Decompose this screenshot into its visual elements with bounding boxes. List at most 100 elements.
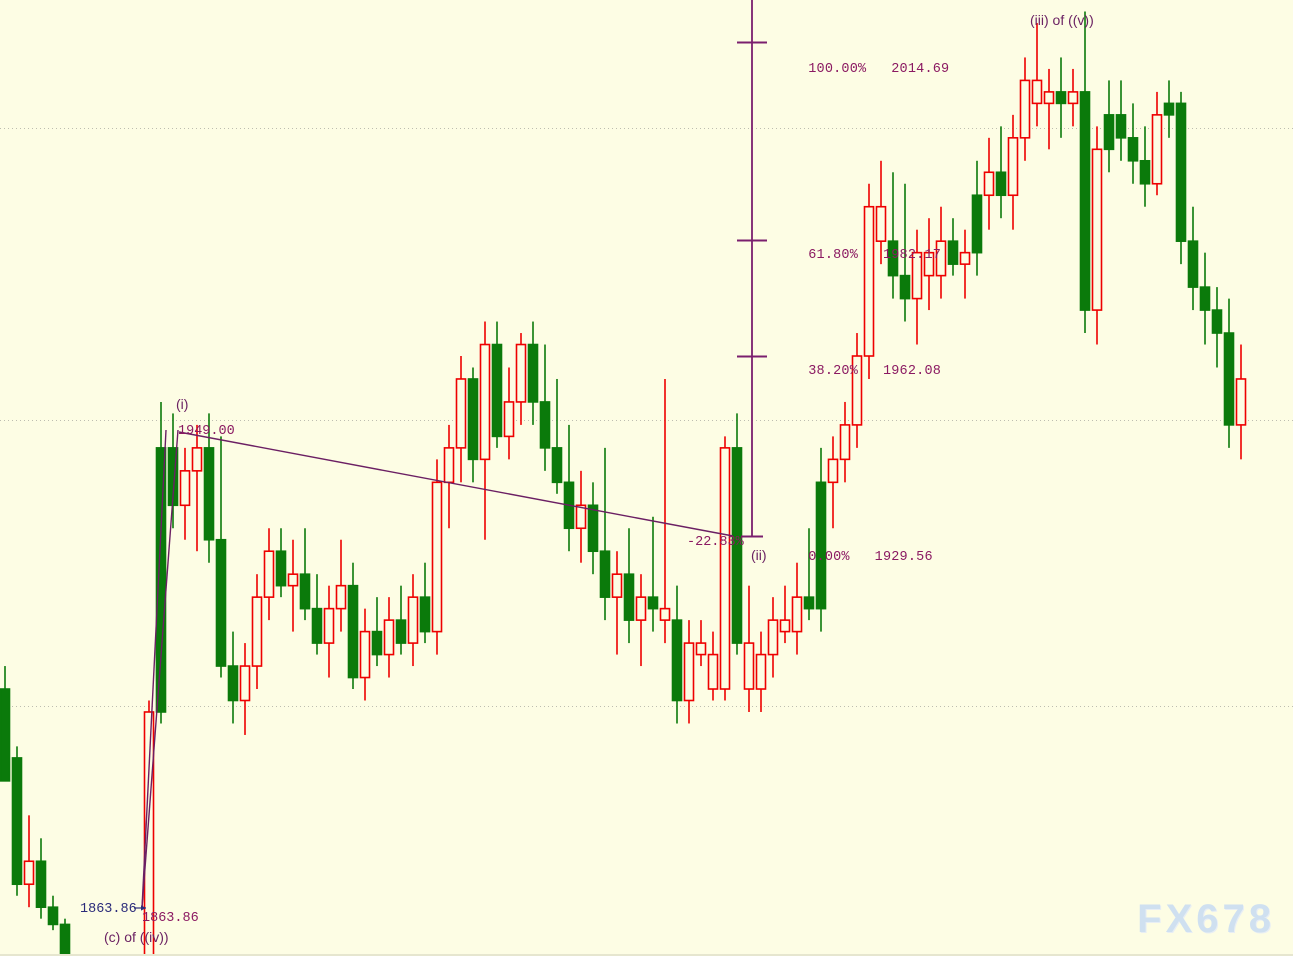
candle-body xyxy=(1175,102,1187,242)
candle-body xyxy=(539,401,551,449)
candle xyxy=(47,895,59,931)
candle xyxy=(479,321,491,540)
candle-body xyxy=(1067,91,1079,105)
candle xyxy=(359,608,371,701)
elliott-wave-trendlines xyxy=(141,429,734,909)
candle-body xyxy=(299,573,311,610)
candle-body xyxy=(251,596,263,667)
candle xyxy=(575,470,587,563)
candle-body xyxy=(551,447,563,484)
candle xyxy=(911,229,923,345)
candle xyxy=(1235,344,1247,460)
candle xyxy=(1079,11,1091,334)
candle-body xyxy=(1139,159,1151,185)
candle-body xyxy=(767,619,779,656)
candle xyxy=(995,126,1007,219)
candle-body xyxy=(1199,286,1211,311)
candle-body xyxy=(755,653,767,690)
candle xyxy=(227,631,239,724)
candle-body xyxy=(371,630,383,656)
candle xyxy=(1091,126,1103,345)
candle xyxy=(1187,206,1199,311)
candle-body xyxy=(887,240,899,277)
candle xyxy=(527,321,539,425)
candle xyxy=(299,528,311,621)
candle xyxy=(899,183,911,322)
candle-body xyxy=(515,343,527,403)
candlestick-series xyxy=(0,11,1247,956)
candle xyxy=(1031,22,1043,127)
candle xyxy=(563,424,575,552)
candle-body xyxy=(935,240,947,277)
candle xyxy=(155,401,167,724)
candle-body xyxy=(599,550,611,598)
candle-body xyxy=(431,481,443,633)
candle xyxy=(671,585,683,724)
bottom-divider xyxy=(0,954,1293,956)
candle xyxy=(1211,287,1223,368)
candle-body xyxy=(407,596,419,644)
candle-body xyxy=(803,596,815,610)
candle xyxy=(791,562,803,655)
candle xyxy=(335,539,347,632)
candle-body xyxy=(323,607,335,644)
candle xyxy=(491,321,503,448)
candle xyxy=(1007,114,1019,230)
candle xyxy=(923,218,935,311)
candle xyxy=(383,597,395,678)
candle-body xyxy=(683,642,695,702)
candle-body xyxy=(203,447,215,541)
candle-body xyxy=(911,251,923,300)
candle-body xyxy=(263,550,275,598)
candle-body xyxy=(659,607,671,621)
candle xyxy=(275,528,287,598)
candle xyxy=(239,643,251,735)
candle xyxy=(515,333,527,425)
candle xyxy=(419,562,431,644)
candle-body xyxy=(227,665,239,702)
candle-body xyxy=(215,538,227,667)
candle xyxy=(947,218,959,276)
candle-body xyxy=(623,573,635,621)
candle xyxy=(467,367,479,483)
candle xyxy=(347,562,359,690)
candle-body xyxy=(1223,332,1235,426)
candle-body xyxy=(791,596,803,633)
candle xyxy=(251,574,263,690)
candle-body xyxy=(1055,91,1067,105)
candle-body xyxy=(287,573,299,587)
candle-body xyxy=(875,205,887,242)
candle-body xyxy=(851,355,863,426)
candle-body xyxy=(587,504,599,553)
candle-body xyxy=(35,860,47,908)
candle-body xyxy=(731,447,743,644)
candle xyxy=(311,574,323,655)
candle-body xyxy=(155,447,167,713)
candle-body xyxy=(179,470,191,507)
candle-body xyxy=(983,171,995,197)
candle xyxy=(551,378,563,494)
candle xyxy=(11,746,23,896)
candle-body xyxy=(1019,79,1031,139)
candle xyxy=(683,620,695,724)
candle xyxy=(863,183,875,379)
candle xyxy=(191,424,203,552)
candle-body xyxy=(899,274,911,300)
candle-body xyxy=(467,378,479,461)
candle-body xyxy=(1211,309,1223,334)
candle xyxy=(647,516,659,632)
candle xyxy=(263,528,275,621)
candle xyxy=(1127,103,1139,184)
candle-body xyxy=(959,251,971,265)
candle-body xyxy=(443,447,455,484)
candle-body xyxy=(719,447,731,690)
candle-body xyxy=(1115,114,1127,139)
candle xyxy=(1103,80,1115,173)
candle xyxy=(59,918,71,956)
candle-body xyxy=(923,251,935,277)
candle-body xyxy=(971,194,983,254)
candle-body xyxy=(47,906,59,926)
candle xyxy=(839,401,851,483)
